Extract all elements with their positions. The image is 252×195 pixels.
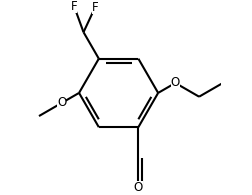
Text: O: O: [133, 181, 142, 194]
Text: O: O: [170, 76, 179, 90]
Text: F: F: [71, 0, 77, 13]
Text: O: O: [57, 96, 66, 109]
Text: F: F: [91, 1, 98, 14]
